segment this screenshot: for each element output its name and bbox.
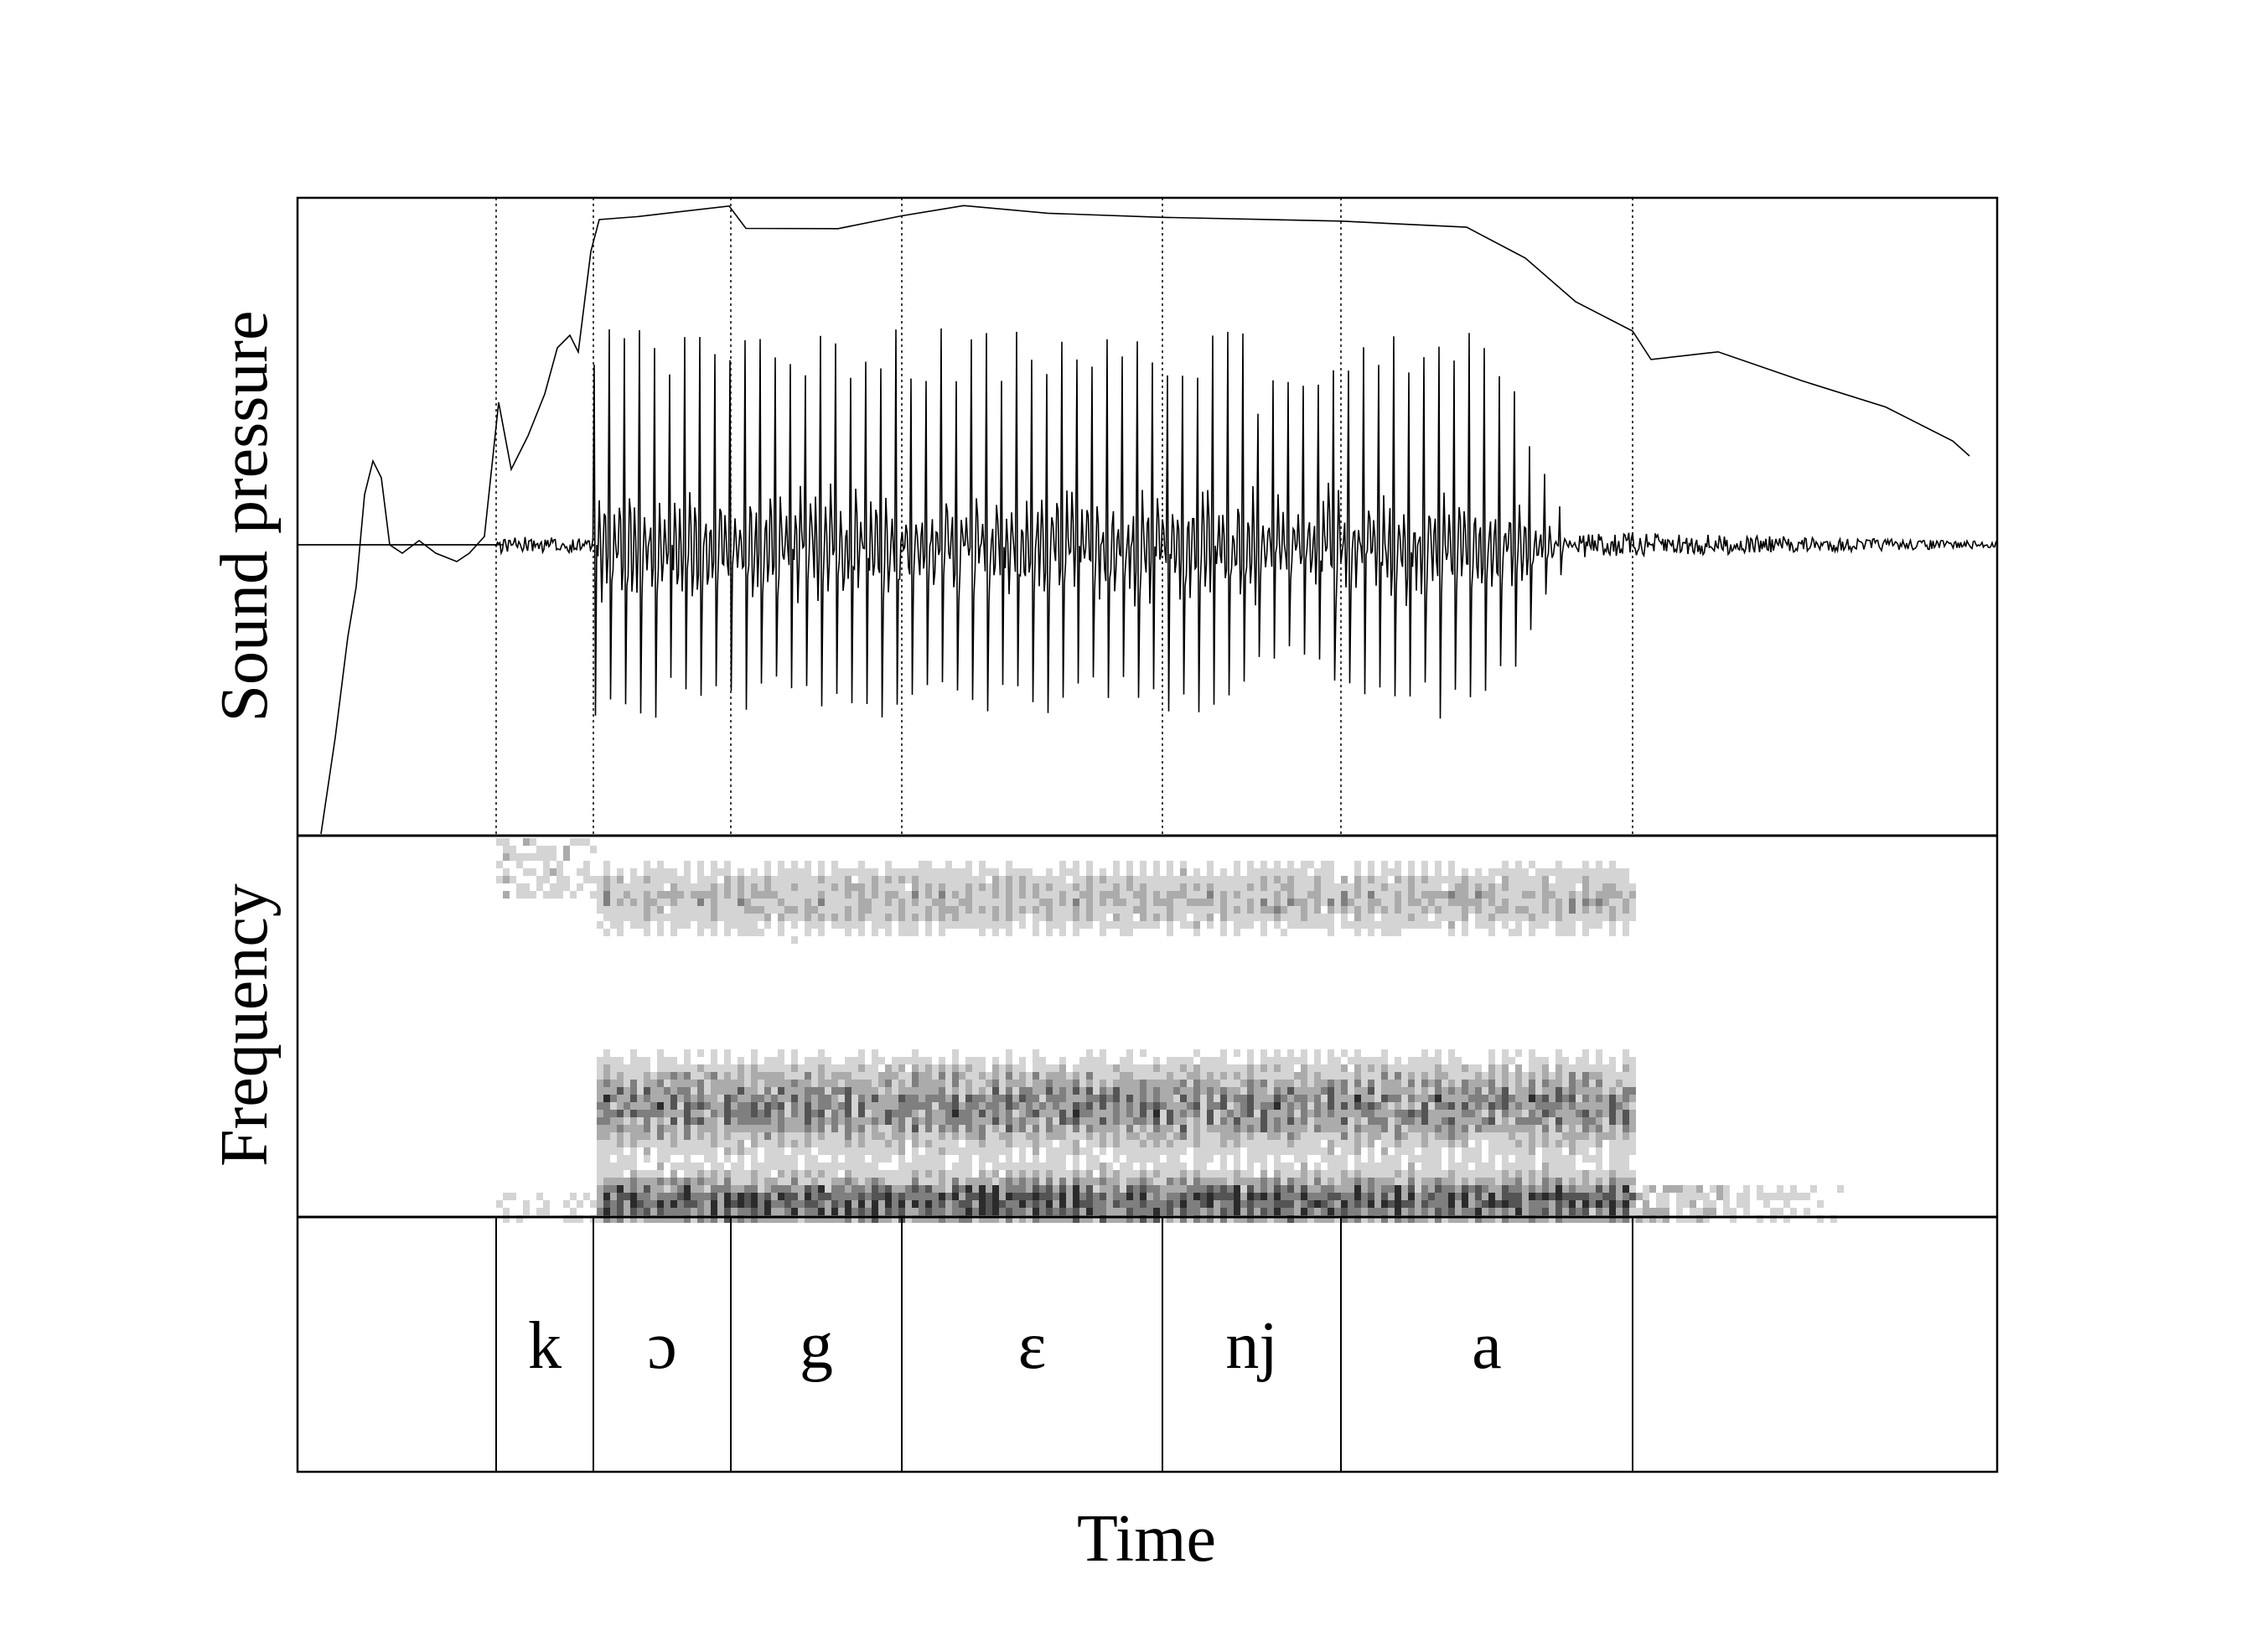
spectrogram-axis-label: Frequency (208, 883, 282, 1167)
segment-label: nj (1225, 1309, 1277, 1383)
time-axis-label: Time (1077, 1502, 1216, 1576)
waveform-axis-label: Sound pressure (208, 310, 282, 722)
waveform (298, 205, 1998, 835)
segment-label: ɔ (647, 1309, 677, 1383)
waveform-trace (298, 328, 1998, 719)
spectrogram-cells (597, 891, 1636, 1223)
segment-label: g (800, 1309, 833, 1383)
spectrogram-cells (503, 838, 1723, 1223)
segment-label: k (528, 1309, 562, 1383)
intensity-envelope (320, 205, 1970, 835)
segment-label: ɛ (1018, 1309, 1047, 1383)
spectrogram-cells (496, 838, 1844, 1223)
segment-label: a (1472, 1309, 1502, 1383)
spectrogram (496, 838, 1844, 1223)
segment-boundaries (495, 198, 1633, 1472)
